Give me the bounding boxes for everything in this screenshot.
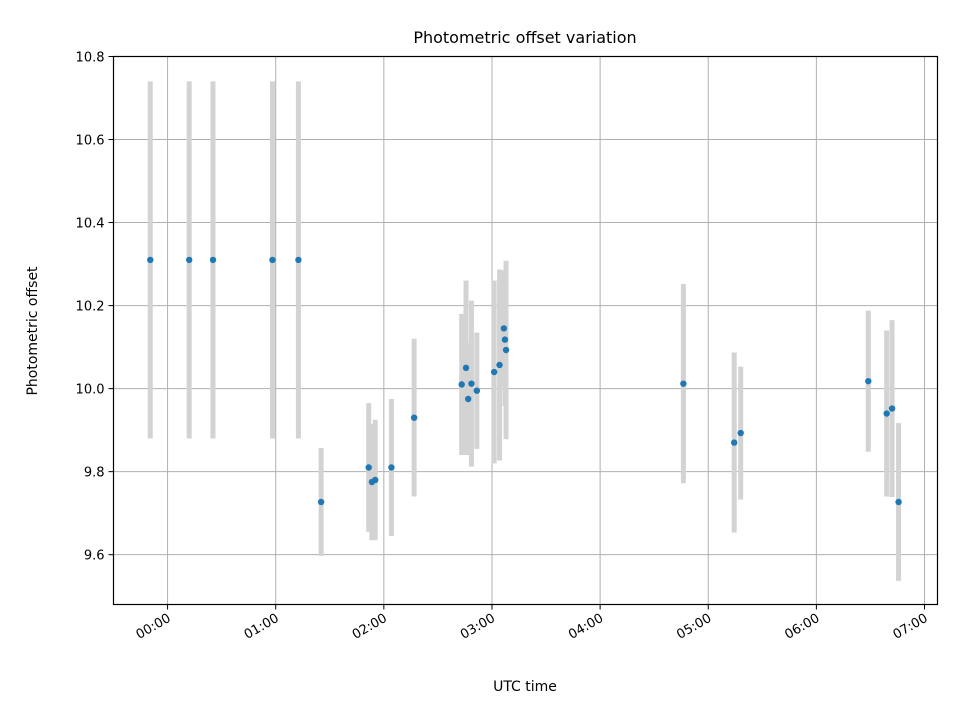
data-point xyxy=(295,256,302,264)
data-point xyxy=(371,476,379,484)
x-axis-label: UTC time xyxy=(493,679,557,695)
data-point xyxy=(468,380,475,387)
data-point xyxy=(895,498,902,506)
data-point xyxy=(888,405,896,412)
data-point xyxy=(501,336,509,343)
y-axis-label: Photometric offset xyxy=(25,266,41,396)
data-point xyxy=(388,464,395,471)
data-point xyxy=(490,368,498,376)
data-point xyxy=(209,256,217,264)
chart-title: Photometric offset variation xyxy=(413,28,636,47)
y-tick-label: 10.0 xyxy=(76,383,105,398)
data-point xyxy=(500,325,508,332)
data-point xyxy=(464,395,472,403)
y-tick-label: 10.6 xyxy=(76,134,105,149)
data-point xyxy=(737,429,744,437)
data-point xyxy=(883,410,890,417)
data-point xyxy=(365,464,372,471)
y-axis-ticks: 9.6 9.8 10.0 10.2 10.4 10.6 10.8 xyxy=(76,51,114,564)
data-point xyxy=(317,498,325,506)
y-tick-label: 10.4 xyxy=(76,217,105,232)
data-point xyxy=(473,387,481,394)
data-point xyxy=(680,380,687,387)
y-tick-label: 9.6 xyxy=(84,549,105,564)
data-points xyxy=(147,256,902,506)
data-point xyxy=(496,361,503,369)
y-tick-label: 10.8 xyxy=(76,51,105,66)
data-point xyxy=(147,256,154,264)
y-tick-label: 9.8 xyxy=(84,466,105,481)
data-point xyxy=(731,439,738,446)
data-point xyxy=(462,364,470,372)
data-point xyxy=(410,414,418,421)
data-point xyxy=(502,346,510,354)
data-point xyxy=(865,377,872,385)
plot-frame xyxy=(112,55,939,606)
data-point xyxy=(269,256,276,264)
data-point xyxy=(458,381,465,388)
y-tick-label: 10.2 xyxy=(76,300,105,315)
data-point xyxy=(185,256,193,264)
